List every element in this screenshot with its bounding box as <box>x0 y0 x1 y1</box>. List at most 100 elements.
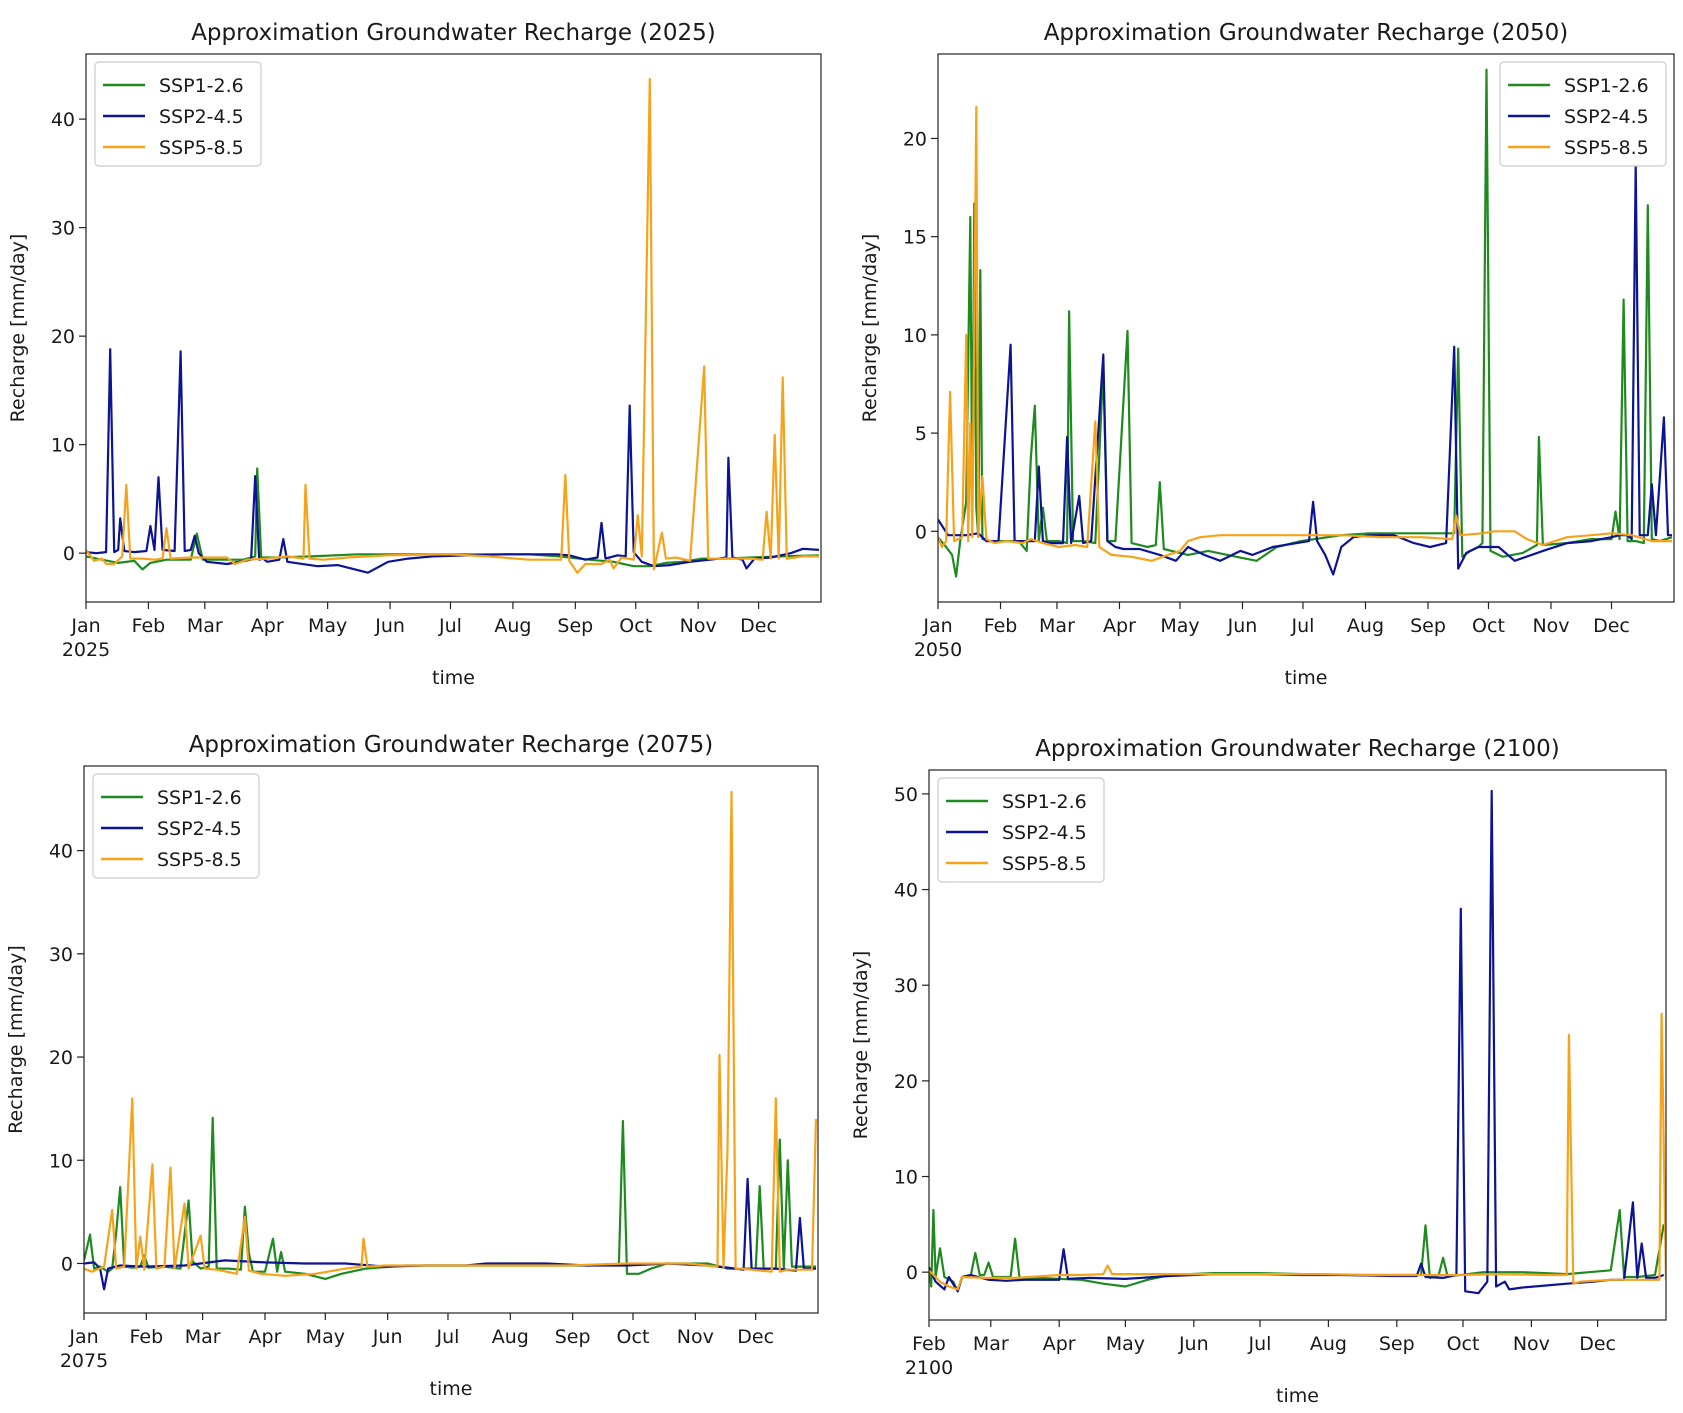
chart-title: Approximation Groundwater Recharge (2075… <box>189 732 714 758</box>
x-tick-label: Dec <box>737 1326 774 1348</box>
x-axis-label: time <box>1276 1385 1319 1407</box>
series-group <box>84 790 818 1291</box>
x-tick-label: Sep <box>1379 1333 1415 1355</box>
year-label: 2075 <box>60 1350 108 1372</box>
y-axis-label: Recharge [mm/day] <box>859 234 881 423</box>
x-tick-label: Nov <box>1532 615 1569 637</box>
y-axis-label: Recharge [mm/day] <box>850 951 872 1140</box>
legend-label: SSP2-4.5 <box>1564 106 1649 128</box>
x-tick-label: Apr <box>1103 615 1136 637</box>
x-tick-label: Mar <box>187 615 223 637</box>
legend-label: SSP5-8.5 <box>1564 137 1649 159</box>
y-tick-label: 20 <box>51 326 75 348</box>
x-tick-label: Mar <box>185 1326 221 1348</box>
x-tick-label: Jan <box>68 1326 98 1348</box>
year-label: 2025 <box>62 639 110 661</box>
legend-label: SSP2-4.5 <box>159 106 244 128</box>
x-axis-label: time <box>1285 667 1328 689</box>
x-axis-label: time <box>432 667 475 689</box>
x-tick-label: Aug <box>1310 1333 1347 1355</box>
year-label: 2100 <box>905 1357 953 1379</box>
x-tick-label: Jan <box>922 615 952 637</box>
legend-label: SSP1-2.6 <box>159 75 244 97</box>
legend-label: SSP5-8.5 <box>1002 853 1087 875</box>
y-tick-label: 20 <box>903 128 927 150</box>
x-tick-label: May <box>1160 615 1199 637</box>
x-tick-label: Jul <box>436 1326 460 1348</box>
x-tick-label: Aug <box>1347 615 1384 637</box>
series-group <box>86 77 820 574</box>
legend-box <box>1499 61 1667 167</box>
x-tick-label: Aug <box>492 1326 529 1348</box>
chart-2025: 0 10 20 30 40 Jan Feb Mar Apr May Jun Jul Aug Sep Oct N… <box>7 20 822 689</box>
series-line-SSP5-8.5 <box>938 105 1672 562</box>
x-tick-label: Aug <box>494 615 531 637</box>
x-tick-label: May <box>306 1326 345 1348</box>
y-tick-label: 20 <box>49 1047 73 1069</box>
legend-label: SSP2-4.5 <box>157 818 242 840</box>
y-tick-label: 30 <box>49 944 73 966</box>
series-line-SSP2-4.5 <box>86 348 820 574</box>
legend: SSP1-2.6 SSP2-4.5 SSP5-8.5 <box>92 773 260 879</box>
x-tick-label: Oct <box>619 615 652 637</box>
x-axis-label: time <box>430 1378 473 1400</box>
x-tick-label: Jun <box>1227 615 1258 637</box>
y-tick-label: 50 <box>894 784 918 806</box>
x-tick-label: Oct <box>1447 1333 1480 1355</box>
y-axis-label: Recharge [mm/day] <box>7 234 29 423</box>
y-tick-label: 30 <box>894 975 918 997</box>
y-tick-label: 0 <box>61 1253 73 1275</box>
x-tick-label: May <box>308 615 347 637</box>
chart-title: Approximation Groundwater Recharge (2050… <box>1044 20 1569 46</box>
x-tick-label: Mar <box>973 1333 1009 1355</box>
plot-frame <box>85 53 822 603</box>
x-tick-label: Apr <box>1043 1333 1076 1355</box>
x-tick-label: Sep <box>555 1326 591 1348</box>
legend-box <box>937 777 1105 883</box>
x-tick-label: Jul <box>1248 1333 1272 1355</box>
legend-label: SSP1-2.6 <box>1564 75 1649 97</box>
x-tick-label: May <box>1106 1333 1145 1355</box>
x-tick-label: Apr <box>251 615 284 637</box>
series-line-SSP2-4.5 <box>84 1177 816 1291</box>
series-line-SSP2-4.5 <box>938 162 1672 576</box>
legend-box <box>94 61 262 167</box>
x-tick-label: Sep <box>557 615 593 637</box>
series-line-SSP5-8.5 <box>86 77 819 574</box>
x-tick-label: Feb <box>984 615 1018 637</box>
y-tick-label: 30 <box>51 218 75 240</box>
x-tick-label: Nov <box>1513 1333 1550 1355</box>
x-tick-label: Nov <box>677 1326 714 1348</box>
x-tick-label: Jul <box>438 615 462 637</box>
plot-frame <box>937 53 1675 603</box>
legend-label: SSP5-8.5 <box>157 849 242 871</box>
y-tick-label: 40 <box>894 880 918 902</box>
y-tick-label: 40 <box>51 109 75 131</box>
x-tick-label: Mar <box>1039 615 1075 637</box>
chart-title: Approximation Groundwater Recharge (2025… <box>191 20 716 46</box>
x-tick-label: Jan <box>70 615 100 637</box>
x-tick-label: Jun <box>1178 1333 1209 1355</box>
y-tick-label: 10 <box>51 435 75 457</box>
year-label: 2050 <box>914 639 962 661</box>
chart-2100: 0 10 20 30 40 50 Feb Mar Apr May Jun Jul Aug Sep Oct No… <box>850 736 1667 1407</box>
y-tick-label: 10 <box>894 1167 918 1189</box>
x-tick-label: Feb <box>130 1326 164 1348</box>
y-tick-label: 15 <box>903 227 927 249</box>
x-tick-label: Nov <box>680 615 717 637</box>
x-tick-label: Dec <box>1579 1333 1616 1355</box>
chart-2050: 0 5 10 15 20 Jan Feb Mar Apr May Jun Jul Aug Sep Oct No… <box>859 20 1675 689</box>
x-tick-label: Dec <box>1593 615 1630 637</box>
legend-label: SSP2-4.5 <box>1002 822 1087 844</box>
y-tick-label: 0 <box>915 521 927 543</box>
legend-label: SSP5-8.5 <box>159 137 244 159</box>
plot-frame <box>928 769 1667 1321</box>
series-line-SSP5-8.5 <box>84 790 818 1277</box>
x-tick-label: Apr <box>249 1326 282 1348</box>
x-tick-label: Oct <box>1472 615 1505 637</box>
legend-label: SSP1-2.6 <box>157 787 242 809</box>
legend: SSP1-2.6 SSP2-4.5 SSP5-8.5 <box>937 777 1105 883</box>
legend: SSP1-2.6 SSP2-4.5 SSP5-8.5 <box>94 61 262 167</box>
plot-frame <box>83 765 819 1314</box>
